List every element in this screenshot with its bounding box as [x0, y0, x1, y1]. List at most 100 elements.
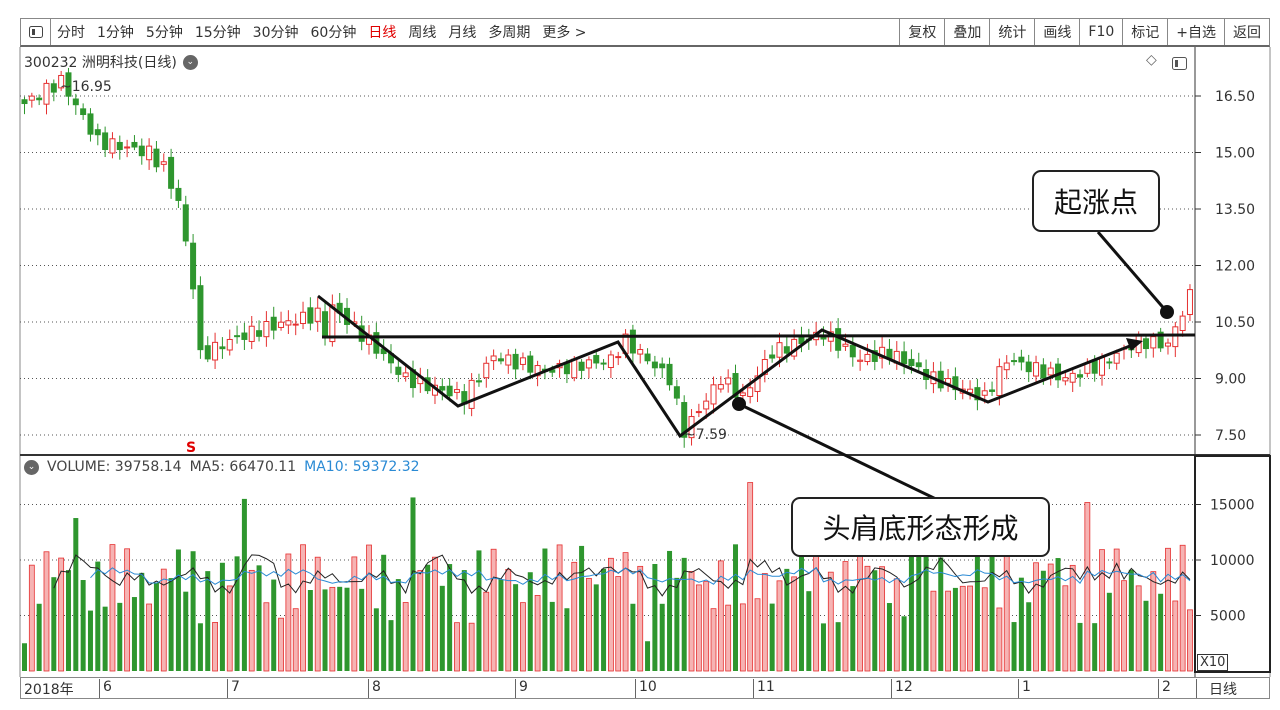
period-tab-4[interactable]: 30分钟	[252, 25, 299, 41]
volume-bar-down	[872, 570, 878, 671]
candle-down	[1157, 331, 1164, 349]
period-tab-5[interactable]: 60分钟	[310, 25, 357, 41]
candle-up	[329, 304, 336, 343]
candle-down	[783, 346, 790, 354]
candle-down	[512, 353, 519, 370]
volume-bar-down	[1055, 558, 1061, 671]
candle-up	[1113, 352, 1120, 364]
candle-up	[58, 74, 65, 89]
volume-bar-down	[476, 550, 482, 671]
chevron-down-icon[interactable]: ⌄	[24, 459, 39, 475]
volume-tick-label: 15000	[1210, 498, 1255, 514]
volume-bar-down	[1158, 593, 1164, 671]
candle-down	[131, 141, 138, 148]
candle-up	[1099, 357, 1106, 376]
period-tab-9[interactable]: 多周期	[488, 25, 531, 41]
volume-bar-up	[417, 570, 424, 672]
candle-down	[989, 389, 996, 392]
volume-bar-down	[659, 603, 665, 671]
candle-up	[879, 346, 886, 359]
candle-down	[1142, 338, 1149, 350]
volume-bar-down	[102, 606, 108, 671]
candle-down	[102, 132, 109, 151]
period-tab-2[interactable]: 5分钟	[145, 25, 183, 41]
toolbar-button-7[interactable]: 返回	[1224, 19, 1269, 45]
ma5-value: MA5: 66470.11	[189, 459, 297, 475]
period-tab-10[interactable]: 更多 >	[542, 25, 587, 41]
volume-bar-down	[373, 608, 379, 671]
toolbar-button-0[interactable]: 复权	[899, 19, 944, 45]
diamond-icon[interactable]: ◇	[1146, 52, 1157, 68]
volume-bar-down	[168, 578, 174, 671]
volume-tick-label: 10000	[1210, 553, 1255, 569]
volume-bar-down	[307, 590, 313, 671]
volume-bar-down	[117, 602, 123, 671]
candle-down	[578, 361, 585, 371]
candle-down	[600, 362, 607, 365]
candle-up	[226, 338, 233, 351]
volume-bar-up	[124, 548, 131, 672]
toolbar-button-3[interactable]: 画线	[1034, 19, 1079, 45]
max-price-label: ~16.95	[60, 79, 112, 95]
volume-bar-up	[556, 544, 563, 672]
candle-down	[527, 355, 534, 373]
candle-up	[710, 384, 717, 405]
candle-up	[776, 342, 783, 358]
volume-bar-up	[1135, 585, 1142, 672]
toolbar-button-6[interactable]: +自选	[1167, 19, 1224, 45]
candle-up	[212, 341, 219, 361]
candle-down	[72, 98, 79, 106]
price-tick-label: 7.50	[1215, 428, 1246, 444]
breakout-dot	[1160, 305, 1174, 319]
volume-bar-down	[806, 591, 812, 671]
candle-up	[124, 146, 131, 149]
volume-bar-up	[1179, 544, 1186, 672]
volume-bar-down	[359, 588, 365, 671]
volume-bar-up	[520, 602, 526, 672]
volume-bar-down	[938, 557, 944, 671]
layout-icon[interactable]	[1172, 55, 1187, 74]
candle-down	[901, 351, 908, 365]
volume-bar-up	[1187, 609, 1193, 672]
volume-bar-down	[989, 545, 995, 671]
candle-up	[695, 411, 702, 414]
volume-bar-down	[219, 562, 225, 671]
volume-bar-up	[285, 553, 292, 672]
volume-bar-down	[1040, 570, 1046, 671]
candle-down	[952, 376, 959, 391]
volume-bar-down	[95, 561, 101, 671]
period-tab-0[interactable]: 分时	[57, 25, 85, 41]
volume-bar-down	[667, 550, 673, 671]
candle-down	[80, 108, 87, 116]
candle-down	[651, 361, 658, 369]
candle-up	[703, 400, 710, 410]
toolbar-button-1[interactable]: 叠加	[944, 19, 989, 45]
toolbar-button-4[interactable]: F10	[1079, 19, 1122, 45]
volume-bar-down	[820, 623, 826, 671]
period-tab-6[interactable]: 日线	[368, 25, 397, 41]
candle-down	[395, 366, 402, 375]
volume-bar-up	[761, 573, 768, 672]
volume-bar-up	[571, 561, 578, 672]
date-label: 2	[1158, 679, 1171, 698]
period-tab-8[interactable]: 月线	[448, 25, 477, 41]
toolbar-button-2[interactable]: 统计	[989, 19, 1034, 45]
chevron-down-icon[interactable]: ⌄	[182, 54, 198, 70]
volume-bar-down	[22, 643, 27, 671]
price-tick-label: 9.00	[1215, 372, 1246, 388]
candle-up	[857, 359, 864, 362]
volume-bar-up	[615, 576, 622, 672]
period-tab-1[interactable]: 1分钟	[97, 25, 134, 41]
toolbar-button-5[interactable]: 标记	[1122, 19, 1167, 45]
pattern-annotation: 头肩底形态形成	[791, 497, 1050, 557]
volume-bar-up	[454, 622, 460, 672]
candle-down	[835, 328, 842, 351]
period-tab-7[interactable]: 周线	[408, 25, 437, 41]
candle-down	[65, 72, 72, 97]
period-tab-3[interactable]: 15分钟	[194, 25, 241, 41]
volume-bar-up	[468, 622, 475, 672]
volume-bar-up	[608, 557, 614, 672]
volume-bar-down	[1092, 623, 1098, 671]
panel-toggle-icon[interactable]	[21, 19, 51, 45]
candle-down	[234, 335, 241, 338]
